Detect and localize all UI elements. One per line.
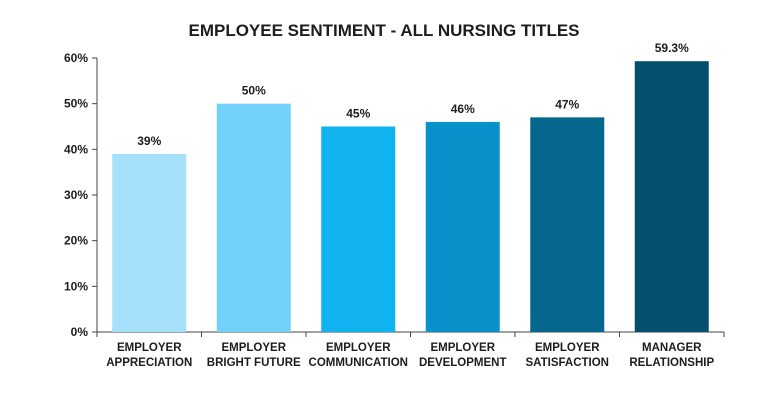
y-tick-label: 10% xyxy=(64,279,88,293)
data-label: 39% xyxy=(137,134,161,148)
y-tick-label: 30% xyxy=(64,188,88,202)
x-tick-label: BRIGHT FUTURE xyxy=(207,357,301,369)
y-tick-label: 0% xyxy=(71,325,89,339)
bar xyxy=(634,61,709,333)
bar xyxy=(321,126,396,332)
x-tick-label: DEVELOPMENT xyxy=(419,357,507,369)
bar xyxy=(530,117,605,332)
x-tick-label: EMPLOYER xyxy=(535,342,600,354)
x-tick-label: RELATIONSHIP xyxy=(629,357,714,369)
y-tick-label: 20% xyxy=(64,234,88,248)
data-label: 47% xyxy=(555,97,579,111)
bar xyxy=(112,153,187,332)
x-tick-label: COMMUNICATION xyxy=(309,357,408,369)
axes: 0% 10% 20% 30% 40% 50% 60% xyxy=(64,51,725,339)
category-labels: EMPLOYER APPRECIATION EMPLOYER BRIGHT FUTUR… xyxy=(106,342,714,369)
x-tick-label: APPRECIATION xyxy=(106,357,192,369)
data-label: 46% xyxy=(451,102,475,116)
x-tick-label: EMPLOYER xyxy=(117,342,182,354)
x-tick-label: SATISFACTION xyxy=(526,357,609,369)
x-tick-label: EMPLOYER xyxy=(326,342,391,354)
x-tick-label: EMPLOYER xyxy=(221,342,286,354)
bar xyxy=(216,103,291,333)
data-label: 45% xyxy=(346,107,370,121)
y-tick-label: 40% xyxy=(64,142,88,156)
y-tick-label: 60% xyxy=(64,51,88,65)
y-tick-label: 50% xyxy=(64,97,88,111)
data-labels: 39% 50% 45% 46% 47% 59.3% xyxy=(137,41,689,148)
data-label: 59.3% xyxy=(655,41,689,55)
x-tick-label: MANAGER xyxy=(642,342,702,354)
data-label: 50% xyxy=(242,84,266,98)
bar xyxy=(425,121,500,332)
bars xyxy=(112,61,709,333)
chart-title: EMPLOYEE SENTIMENT - ALL NURSING TITLES xyxy=(188,21,579,40)
x-tick-label: EMPLOYER xyxy=(430,342,495,354)
